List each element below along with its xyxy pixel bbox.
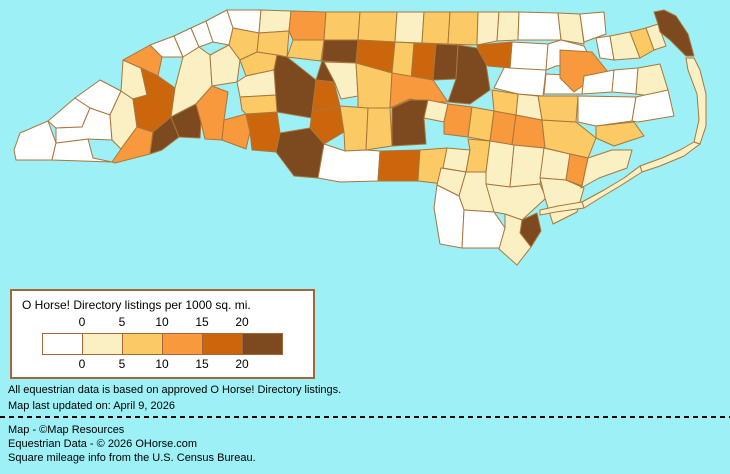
county-shape bbox=[645, 23, 667, 51]
legend: O Horse! Directory listings per 1000 sq.… bbox=[10, 289, 315, 379]
county-shape bbox=[122, 44, 163, 77]
legend-swatch bbox=[43, 334, 83, 354]
nc-county-map bbox=[13, 9, 707, 266]
county-shape bbox=[391, 99, 429, 147]
county-shape bbox=[653, 9, 695, 57]
county-shape bbox=[447, 44, 491, 105]
county-shape bbox=[595, 121, 645, 147]
county-shape bbox=[421, 11, 451, 45]
county-shape bbox=[485, 183, 547, 221]
county-shape bbox=[685, 57, 707, 145]
legend-color-ramp bbox=[42, 333, 283, 355]
dashed-separator bbox=[0, 416, 730, 418]
legend-swatch bbox=[123, 334, 163, 354]
county-shape bbox=[55, 107, 113, 144]
county-shape bbox=[539, 201, 585, 216]
credit-map: Map - ©Map Resources bbox=[8, 424, 125, 436]
county-shape bbox=[491, 89, 519, 116]
county-shape bbox=[447, 11, 479, 46]
legend-ticks-bottom: 0 5 10 15 20 bbox=[62, 357, 262, 371]
county-shape bbox=[273, 54, 317, 119]
legend-ticks-top: 0 5 10 15 20 bbox=[62, 315, 262, 329]
note-last-updated: Map last updated on: April 9, 2026 bbox=[8, 400, 175, 412]
county-shape bbox=[309, 105, 345, 145]
county-shape bbox=[498, 213, 532, 266]
county-shape bbox=[580, 149, 633, 189]
legend-title: O Horse! Directory listings per 1000 sq.… bbox=[22, 298, 251, 312]
county-shape bbox=[323, 11, 361, 41]
county-shape bbox=[537, 95, 579, 123]
county-shape bbox=[485, 140, 515, 188]
note-data-source: All equestrian data is based on approved… bbox=[8, 384, 342, 396]
county-shape bbox=[239, 94, 278, 115]
county-shape bbox=[365, 107, 393, 151]
legend-tick-label: 10 bbox=[155, 315, 169, 329]
legend-tick-label: 10 bbox=[155, 357, 169, 371]
county-shape bbox=[236, 69, 278, 98]
county-shape bbox=[577, 95, 637, 127]
legend-tick-label: 15 bbox=[195, 357, 209, 371]
county-shape bbox=[323, 61, 359, 100]
county-shape bbox=[639, 141, 701, 173]
county-shape bbox=[394, 11, 425, 44]
county-shape bbox=[339, 105, 369, 152]
county-shape bbox=[288, 10, 327, 41]
county-shape bbox=[539, 177, 585, 225]
legend-swatch bbox=[163, 334, 203, 354]
county-shape bbox=[509, 41, 549, 71]
county-shape bbox=[631, 89, 675, 123]
county-shape bbox=[432, 43, 459, 81]
county-shape bbox=[221, 113, 251, 150]
legend-tick-label: 5 bbox=[118, 315, 126, 329]
county-shape bbox=[410, 42, 437, 82]
county-shape bbox=[149, 116, 180, 155]
county-shape bbox=[209, 44, 241, 87]
county-shape bbox=[461, 209, 506, 249]
county-shape bbox=[489, 110, 517, 146]
county-shape bbox=[515, 93, 543, 121]
county-shape bbox=[443, 103, 473, 138]
county-shape bbox=[509, 144, 545, 188]
county-shape bbox=[579, 11, 607, 43]
county-shape bbox=[258, 9, 292, 34]
legend-tick-label: 5 bbox=[118, 357, 126, 371]
legend-tick-label: 15 bbox=[195, 315, 209, 329]
legend-tick-label: 20 bbox=[235, 315, 249, 329]
county-shape bbox=[442, 147, 471, 173]
credit-square-mileage: Square mileage info from the U.S. Census… bbox=[8, 452, 256, 464]
county-shape bbox=[13, 120, 57, 161]
county-shape bbox=[245, 111, 281, 153]
legend-tick-label: 0 bbox=[78, 357, 86, 371]
county-shape bbox=[357, 11, 398, 43]
county-shape bbox=[275, 127, 325, 179]
legend-swatch bbox=[203, 334, 243, 354]
county-shape bbox=[321, 39, 359, 64]
legend-swatch bbox=[243, 334, 282, 354]
county-shape bbox=[467, 106, 495, 142]
county-shape bbox=[476, 11, 500, 46]
county-shape bbox=[170, 103, 202, 139]
legend-tick-label: 20 bbox=[235, 357, 249, 371]
county-shape bbox=[51, 138, 113, 163]
county-shape bbox=[286, 39, 325, 62]
county-shape bbox=[377, 149, 421, 182]
county-shape bbox=[557, 12, 585, 45]
legend-swatch bbox=[83, 334, 123, 354]
county-shape bbox=[611, 67, 639, 95]
county-shape bbox=[517, 11, 562, 41]
legend-tick-label: 0 bbox=[78, 315, 86, 329]
credit-equestrian-data: Equestrian Data - © 2026 OHorse.com bbox=[8, 438, 198, 450]
county-shape bbox=[496, 11, 520, 42]
